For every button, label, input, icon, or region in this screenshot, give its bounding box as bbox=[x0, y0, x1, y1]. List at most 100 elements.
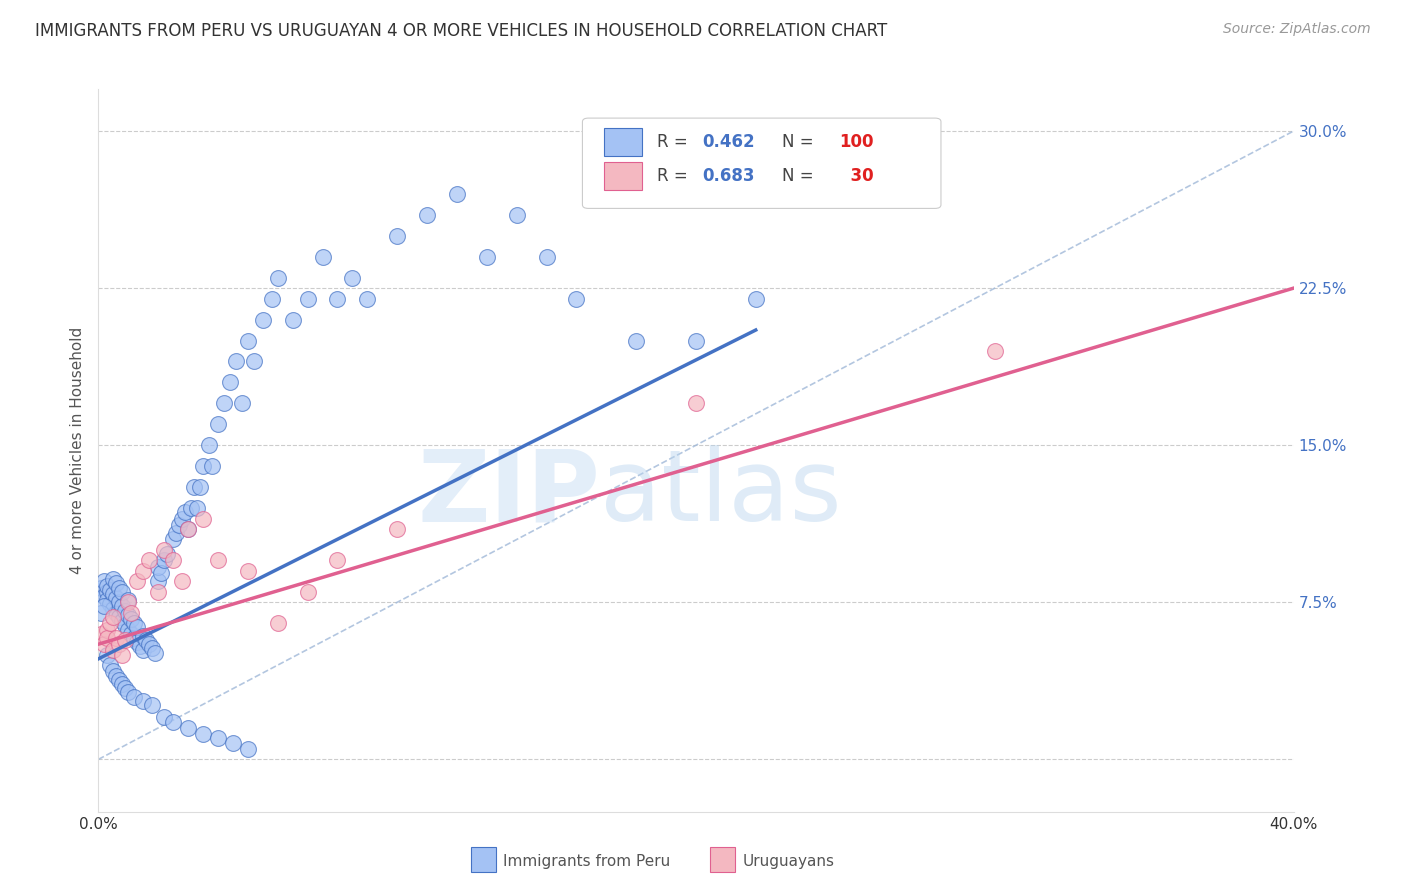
Point bbox=[174, 505, 197, 519]
Point bbox=[103, 643, 125, 657]
Point bbox=[111, 614, 134, 628]
Point bbox=[385, 228, 409, 243]
Point bbox=[96, 631, 118, 645]
Text: N =: N = bbox=[782, 133, 814, 151]
Point bbox=[685, 334, 707, 348]
Point bbox=[177, 522, 200, 536]
Point bbox=[162, 714, 184, 729]
Point bbox=[132, 694, 155, 708]
Point bbox=[96, 584, 118, 599]
Point bbox=[984, 343, 1007, 358]
Point bbox=[98, 582, 122, 597]
Point bbox=[103, 665, 125, 679]
Point bbox=[90, 581, 112, 595]
Point bbox=[236, 334, 259, 348]
Point bbox=[108, 673, 131, 687]
Point bbox=[252, 312, 274, 326]
Point bbox=[153, 543, 176, 558]
Text: Immigrants from Peru: Immigrants from Peru bbox=[503, 855, 671, 869]
Point bbox=[356, 292, 378, 306]
Point bbox=[162, 533, 184, 547]
Text: Source: ZipAtlas.com: Source: ZipAtlas.com bbox=[1223, 22, 1371, 37]
Point bbox=[132, 629, 155, 643]
Point bbox=[103, 587, 125, 601]
Point bbox=[626, 334, 648, 348]
Point bbox=[260, 292, 283, 306]
Point bbox=[90, 606, 112, 620]
Point bbox=[124, 616, 146, 631]
Bar bbox=[605, 128, 643, 156]
Point bbox=[114, 632, 136, 647]
Point bbox=[120, 626, 142, 640]
Point bbox=[141, 698, 163, 712]
Text: R =: R = bbox=[657, 167, 693, 185]
Point bbox=[138, 637, 160, 651]
Point bbox=[207, 553, 229, 567]
Point bbox=[148, 574, 170, 589]
Point bbox=[98, 616, 122, 631]
Point bbox=[153, 553, 176, 567]
Point bbox=[96, 648, 118, 662]
Point bbox=[108, 637, 131, 651]
Point bbox=[191, 459, 214, 474]
Point bbox=[165, 526, 187, 541]
Point bbox=[267, 270, 290, 285]
Text: atlas: atlas bbox=[600, 445, 842, 542]
Text: IMMIGRANTS FROM PERU VS URUGUAYAN 4 OR MORE VEHICLES IN HOUSEHOLD CORRELATION CH: IMMIGRANTS FROM PERU VS URUGUAYAN 4 OR M… bbox=[35, 22, 887, 40]
Point bbox=[201, 459, 224, 474]
Point bbox=[93, 637, 115, 651]
Point bbox=[167, 517, 190, 532]
Point bbox=[138, 553, 160, 567]
Point bbox=[114, 681, 136, 695]
Point bbox=[105, 591, 128, 606]
Point bbox=[153, 710, 176, 724]
Point bbox=[117, 607, 139, 622]
Point bbox=[446, 186, 468, 201]
Text: 100: 100 bbox=[839, 133, 875, 151]
Point bbox=[90, 626, 112, 640]
Point bbox=[172, 574, 194, 589]
Point bbox=[96, 623, 118, 637]
Point bbox=[103, 610, 125, 624]
Point bbox=[105, 606, 128, 620]
Point bbox=[281, 312, 304, 326]
Point bbox=[297, 584, 319, 599]
Point bbox=[219, 376, 242, 390]
Point bbox=[267, 616, 290, 631]
Point bbox=[117, 593, 139, 607]
Point bbox=[135, 632, 157, 647]
Point bbox=[150, 566, 173, 580]
Point bbox=[105, 668, 128, 682]
Point bbox=[120, 612, 142, 626]
Point bbox=[96, 593, 118, 607]
Point bbox=[127, 635, 149, 649]
Point bbox=[183, 480, 205, 494]
Point bbox=[475, 250, 498, 264]
Point bbox=[236, 742, 259, 756]
Point bbox=[186, 501, 208, 516]
Point bbox=[231, 396, 253, 410]
Point bbox=[124, 631, 146, 645]
Point bbox=[93, 589, 115, 603]
Point bbox=[326, 292, 349, 306]
Point bbox=[105, 576, 128, 591]
Point bbox=[311, 250, 333, 264]
Point bbox=[297, 292, 319, 306]
Point bbox=[536, 250, 558, 264]
Point bbox=[111, 584, 134, 599]
Point bbox=[111, 599, 134, 614]
Point bbox=[127, 620, 149, 634]
Point bbox=[117, 623, 139, 637]
Point bbox=[98, 598, 122, 612]
Point bbox=[111, 648, 134, 662]
Point bbox=[506, 208, 529, 222]
Point bbox=[236, 564, 259, 578]
Text: 0.462: 0.462 bbox=[702, 133, 755, 151]
Point bbox=[180, 501, 202, 516]
Point bbox=[108, 610, 131, 624]
Point bbox=[326, 553, 349, 567]
Point bbox=[103, 572, 125, 586]
Point bbox=[685, 396, 707, 410]
Point bbox=[225, 354, 247, 368]
Point bbox=[117, 595, 139, 609]
